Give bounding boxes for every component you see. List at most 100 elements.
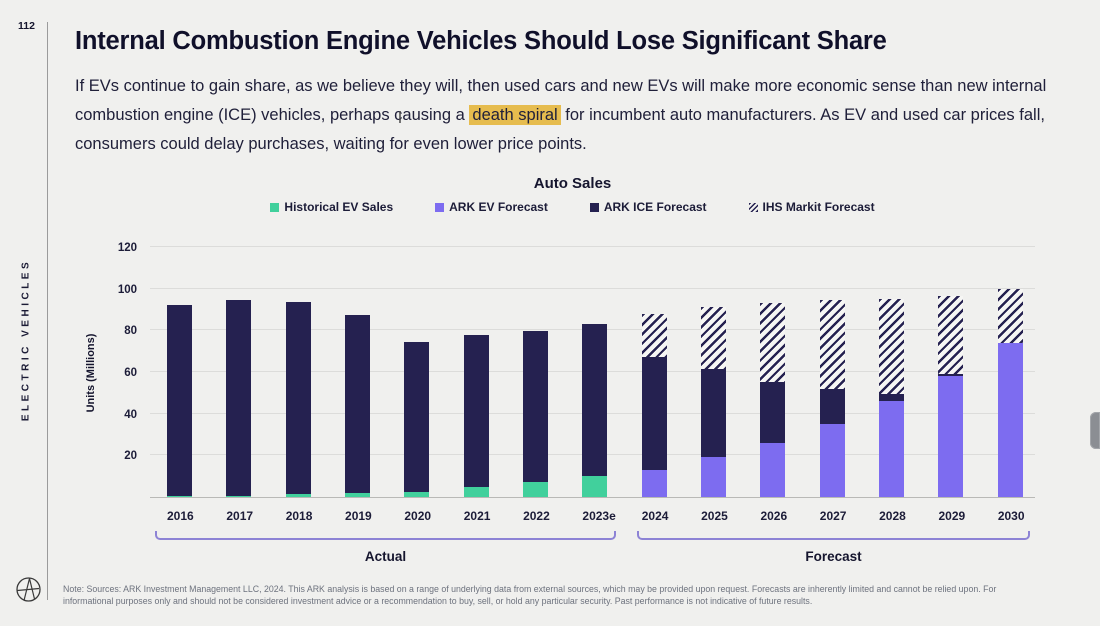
bar-2028	[879, 299, 905, 497]
segment-ark-ice-forecast-2027	[819, 388, 845, 425]
segment-ark-ice-forecast-2022	[523, 331, 549, 483]
segment-ark-ev-forecast-2026	[760, 442, 786, 497]
bar-2018	[285, 302, 311, 497]
segment-ark-ice-forecast-2016	[167, 305, 192, 496]
x-tick-2023e: 2023e	[582, 509, 616, 523]
bar-2019	[345, 314, 371, 497]
legend-item-ark-ice-forecast: ARK ICE Forecast	[589, 200, 707, 214]
segment-historical-ev-sales-2017	[226, 496, 252, 497]
segment-ihs-markit-forecast-2025	[701, 307, 727, 369]
segment-ihs-markit-forecast-2026	[760, 303, 786, 383]
legend-swatch-historical-ev-sales	[270, 202, 280, 212]
segment-ark-ice-forecast-2020	[404, 341, 430, 492]
plot-area	[150, 246, 1035, 498]
segment-ark-ev-forecast-2029	[938, 376, 964, 497]
bar-2021	[463, 334, 489, 497]
segment-historical-ev-sales-2022	[523, 482, 549, 497]
segment-historical-ev-sales-2023e	[582, 476, 608, 497]
bar-2026	[760, 303, 786, 497]
segment-ihs-markit-forecast-2027	[819, 300, 845, 389]
segment-ark-ice-forecast-2017	[226, 300, 252, 496]
segment-ark-ev-forecast-2025	[701, 457, 727, 497]
y-tick-60: 60	[124, 367, 137, 379]
bar-2016	[167, 305, 192, 497]
x-tick-2018: 2018	[285, 509, 313, 523]
gridline-120	[150, 246, 1035, 247]
x-tick-2025: 2025	[701, 509, 728, 523]
segment-historical-ev-sales-2016	[167, 496, 192, 497]
bar-2029	[938, 296, 964, 497]
bracket-label-actual: Actual	[364, 549, 407, 564]
bar-2027	[819, 300, 845, 497]
bar-2025	[701, 307, 727, 497]
y-tick-20: 20	[124, 450, 137, 463]
sidebar-divider	[47, 22, 48, 600]
x-tick-2020: 2020	[404, 509, 432, 523]
ark-logo-icon	[15, 576, 42, 603]
x-tick-2029: 2029	[938, 509, 966, 523]
segment-ark-ice-forecast-2021	[463, 334, 489, 487]
bars-row	[150, 248, 1035, 497]
bar-2024	[641, 313, 667, 497]
bar-2030	[997, 288, 1023, 497]
segment-historical-ev-sales-2020	[404, 491, 430, 497]
y-axis-ticks: 20 40 60 80 100 120	[100, 242, 137, 498]
segment-ihs-markit-forecast-2024	[641, 313, 667, 358]
footnote: Note: Sources: ARK Investment Management…	[63, 584, 997, 606]
legend-label-ark-ice-forecast: ARK ICE Forecast	[603, 200, 707, 214]
x-tick-2017: 2017	[226, 509, 254, 523]
x-tick-2026: 2026	[760, 509, 788, 523]
y-axis-label: Units (Millions)	[85, 333, 97, 413]
bar-2023e	[582, 324, 608, 497]
legend-swatch-ihs-markit-forecast	[748, 202, 758, 212]
legend-label-historical-ev-sales: Historical EV Sales	[284, 200, 394, 214]
highlighted-phrase: death spiral	[469, 105, 561, 125]
x-tick-2024: 2024	[641, 509, 669, 523]
segment-historical-ev-sales-2019	[345, 492, 371, 497]
bar-2022	[523, 331, 549, 497]
segment-ark-ice-forecast-2019	[345, 314, 371, 493]
x-tick-2019: 2019	[345, 509, 372, 523]
y-tick-80: 80	[124, 325, 137, 338]
scrollbar-thumb[interactable]	[1090, 412, 1100, 449]
y-tick-100: 100	[117, 283, 137, 296]
x-tick-2016: 2016	[167, 509, 194, 523]
y-tick-40: 40	[124, 408, 137, 421]
x-tick-2022: 2022	[523, 509, 550, 523]
body-text-after: for incumbent auto manufacturers. As EV …	[75, 106, 1045, 153]
segment-ihs-markit-forecast-2028	[879, 299, 905, 394]
x-tick-2030: 2030	[997, 509, 1025, 523]
legend-swatch-ark-ice-forecast	[589, 202, 599, 212]
x-tick-2028: 2028	[879, 509, 906, 523]
segment-ark-ev-forecast-2030	[997, 342, 1023, 497]
gridline-100	[150, 287, 1035, 289]
x-tick-2027: 2027	[819, 509, 847, 523]
segment-ark-ev-forecast-2028	[879, 401, 905, 497]
segment-historical-ev-sales-2021	[463, 486, 489, 497]
legend-item-ihs-markit-forecast: IHS Markit Forecast	[748, 200, 875, 214]
segment-ihs-markit-forecast-2029	[938, 296, 964, 375]
segment-ark-ice-forecast-2023e	[582, 324, 608, 477]
segment-ark-ev-forecast-2024	[641, 469, 667, 497]
segment-ihs-markit-forecast-2030	[997, 288, 1023, 343]
legend-label-ark-ev-forecast: ARK EV Forecast	[449, 200, 548, 214]
y-tick-120: 120	[117, 242, 137, 254]
slide-body-text: If EVs continue to gain share, as we bel…	[75, 72, 1067, 159]
slide-title: Internal Combustion Engine Vehicles Shou…	[75, 27, 887, 55]
segment-ark-ice-forecast-2024	[641, 357, 667, 470]
text-cursor-ibeam	[399, 111, 401, 123]
segment-ark-ice-forecast-2025	[701, 368, 727, 458]
segment-historical-ev-sales-2018	[285, 493, 311, 497]
chart-title: Auto Sales	[533, 175, 612, 192]
segment-ark-ice-forecast-2018	[285, 302, 311, 494]
bracket-actual	[155, 531, 616, 540]
x-axis-labels: 2016 2017 2018 2019 2020 2021 2022 2023e 2024 202…	[150, 509, 1035, 523]
sidebar-section-label: ELECTRIC VEHICLES	[20, 258, 32, 422]
segment-ark-ice-forecast-2026	[760, 382, 786, 443]
page-number: 112	[18, 20, 35, 32]
legend-label-ihs-markit-forecast: IHS Markit Forecast	[762, 200, 875, 214]
x-tick-2021: 2021	[463, 509, 491, 523]
segment-ark-ice-forecast-2028	[879, 393, 905, 402]
bar-2020	[404, 341, 430, 497]
